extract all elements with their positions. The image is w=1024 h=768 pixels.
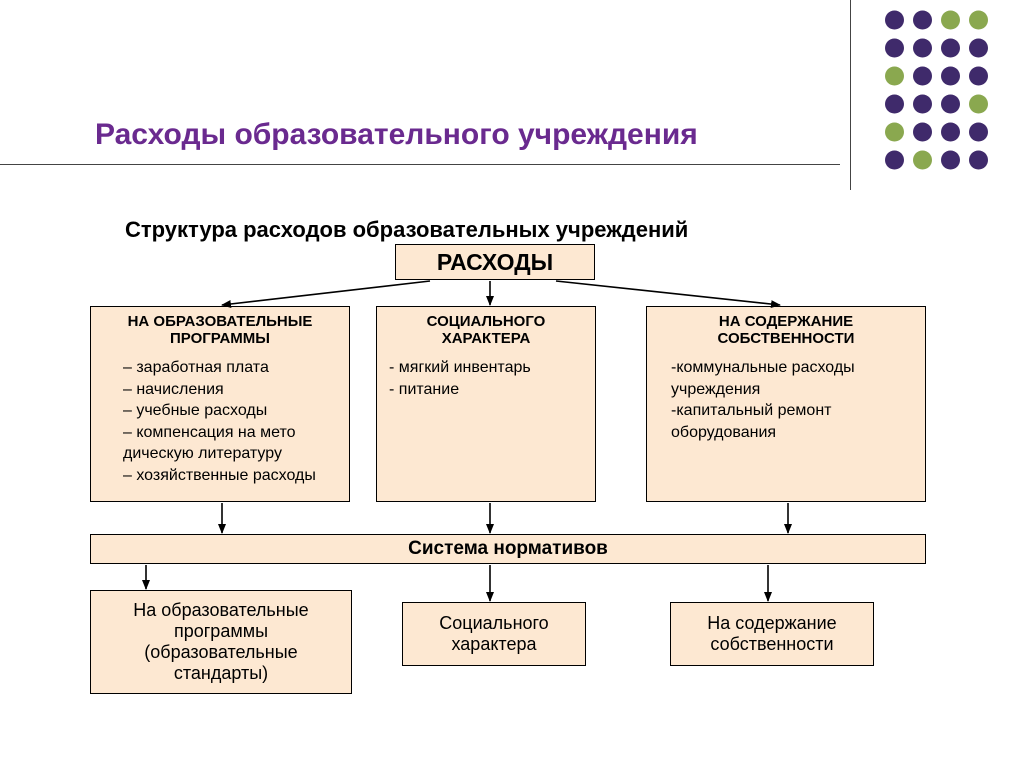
root-box: РАСХОДЫ: [395, 244, 595, 280]
mid-box-1: СОЦИАЛЬНОГОХАРАКТЕРА - мягкий инвентарь- …: [376, 306, 596, 502]
bottom-box-1: Социальногохарактера: [402, 602, 586, 666]
decor-vertical-line: [850, 0, 851, 190]
mid-box-header2: ХАРАКТЕРА: [387, 330, 585, 347]
mid-box-header2: ПРОГРАММЫ: [101, 330, 339, 347]
mid-item: – заработная плата: [123, 357, 339, 379]
bottom-line: программы: [101, 621, 341, 642]
mid-box-header2: СОБСТВЕННОСТИ: [657, 330, 915, 347]
mid-item: – начисления: [123, 379, 339, 401]
bottom-box-0: На образовательныепрограммы(образователь…: [90, 590, 352, 694]
norms-label: Система нормативов: [101, 538, 915, 560]
mid-item: - питание: [389, 379, 585, 401]
mid-box-header: СОЦИАЛЬНОГО: [387, 313, 585, 330]
root-label: РАСХОДЫ: [406, 249, 584, 276]
slide-subtitle: Структура расходов образовательных учреж…: [125, 217, 688, 243]
mid-box-items: - мягкий инвентарь- питание: [387, 357, 585, 400]
mid-item: дическую литературу: [123, 443, 339, 465]
bottom-line: На образовательные: [101, 600, 341, 621]
mid-box-0: НА ОБРАЗОВАТЕЛЬНЫЕПРОГРАММЫ – заработная …: [90, 306, 350, 502]
mid-item: оборудования: [671, 422, 915, 444]
slide-title: Расходы образовательного учреждения: [95, 118, 698, 152]
mid-box-items: -коммунальные расходыучреждения-капиталь…: [657, 357, 915, 443]
mid-item: - мягкий инвентарь: [389, 357, 585, 379]
mid-box-2: НА СОДЕРЖАНИЕСОБСТВЕННОСТИ -коммунальные …: [646, 306, 926, 502]
mid-box-header: НА СОДЕРЖАНИЕ: [657, 313, 915, 330]
mid-item: -коммунальные расходы: [671, 357, 915, 379]
mid-item: -капитальный ремонт: [671, 400, 915, 422]
mid-item: – учебные расходы: [123, 400, 339, 422]
mid-item: учреждения: [671, 379, 915, 401]
bottom-line: собственности: [681, 634, 863, 655]
bottom-line: характера: [413, 634, 575, 655]
mid-item: – компенсация на мето: [123, 422, 339, 444]
decor-horizontal-line: [0, 164, 840, 165]
bottom-line: (образовательные: [101, 642, 341, 663]
bottom-line: На содержание: [681, 613, 863, 634]
bottom-line: стандарты): [101, 663, 341, 684]
mid-box-header: НА ОБРАЗОВАТЕЛЬНЫЕ: [101, 313, 339, 330]
mid-box-items: – заработная плата– начисления– учебные …: [101, 357, 339, 487]
bottom-box-2: На содержаниесобственности: [670, 602, 874, 666]
mid-item: – хозяйственные расходы: [123, 465, 339, 487]
norms-box: Система нормативов: [90, 534, 926, 564]
bottom-line: Социального: [413, 613, 575, 634]
decor-dots: [877, 0, 1024, 198]
